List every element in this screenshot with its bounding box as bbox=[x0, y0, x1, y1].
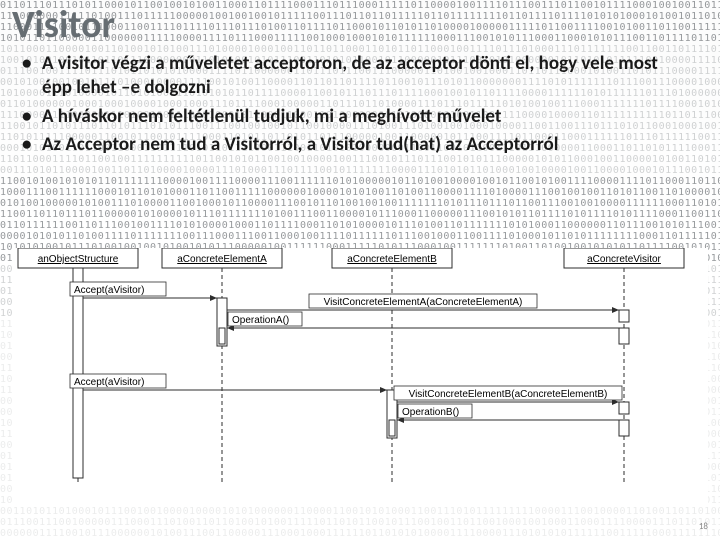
activation-bar bbox=[389, 420, 395, 436]
slide-title: Visitor bbox=[0, 0, 720, 48]
bullet-item: A visitor végzi a műveletet acceptoron, … bbox=[42, 52, 692, 101]
page-number: 18 bbox=[699, 521, 708, 532]
bullet-item: Az Acceptor nem tud a Visitorról, a Visi… bbox=[42, 133, 692, 157]
sequence-diagram: anObjectStructure aConcreteElementA aConcr… bbox=[12, 248, 708, 506]
lifeline-label: aConcreteElementA bbox=[177, 254, 267, 265]
bullet-item: A híváskor nem feltétlenül tudjuk, mi a … bbox=[42, 105, 692, 129]
bullet-list: A visitor végzi a műveletet acceptoron, … bbox=[0, 52, 720, 157]
message-label: Accept(aVisitor) bbox=[74, 285, 144, 296]
sequence-svg: anObjectStructure aConcreteElementA aConcr… bbox=[12, 248, 708, 506]
activation-bar bbox=[73, 268, 83, 478]
message-label: OperationA() bbox=[232, 315, 289, 326]
activation-bar bbox=[619, 420, 629, 436]
lifeline-label: anObjectStructure bbox=[38, 254, 119, 265]
lifeline-label: aConcreteElementB bbox=[347, 254, 437, 265]
message-label: VisitConcreteElementA(aConcreteElementA) bbox=[324, 297, 523, 308]
activation-bar bbox=[219, 328, 225, 344]
lifeline-label: aConcreteVisitor bbox=[587, 254, 661, 265]
activation-bar bbox=[619, 402, 629, 414]
activation-bar bbox=[619, 328, 629, 344]
message-label: OperationB() bbox=[402, 407, 459, 418]
message-label: Accept(aVisitor) bbox=[74, 377, 144, 388]
activation-bar bbox=[619, 310, 629, 322]
message-label: VisitConcreteElementB(aConcreteElementB) bbox=[409, 389, 608, 400]
